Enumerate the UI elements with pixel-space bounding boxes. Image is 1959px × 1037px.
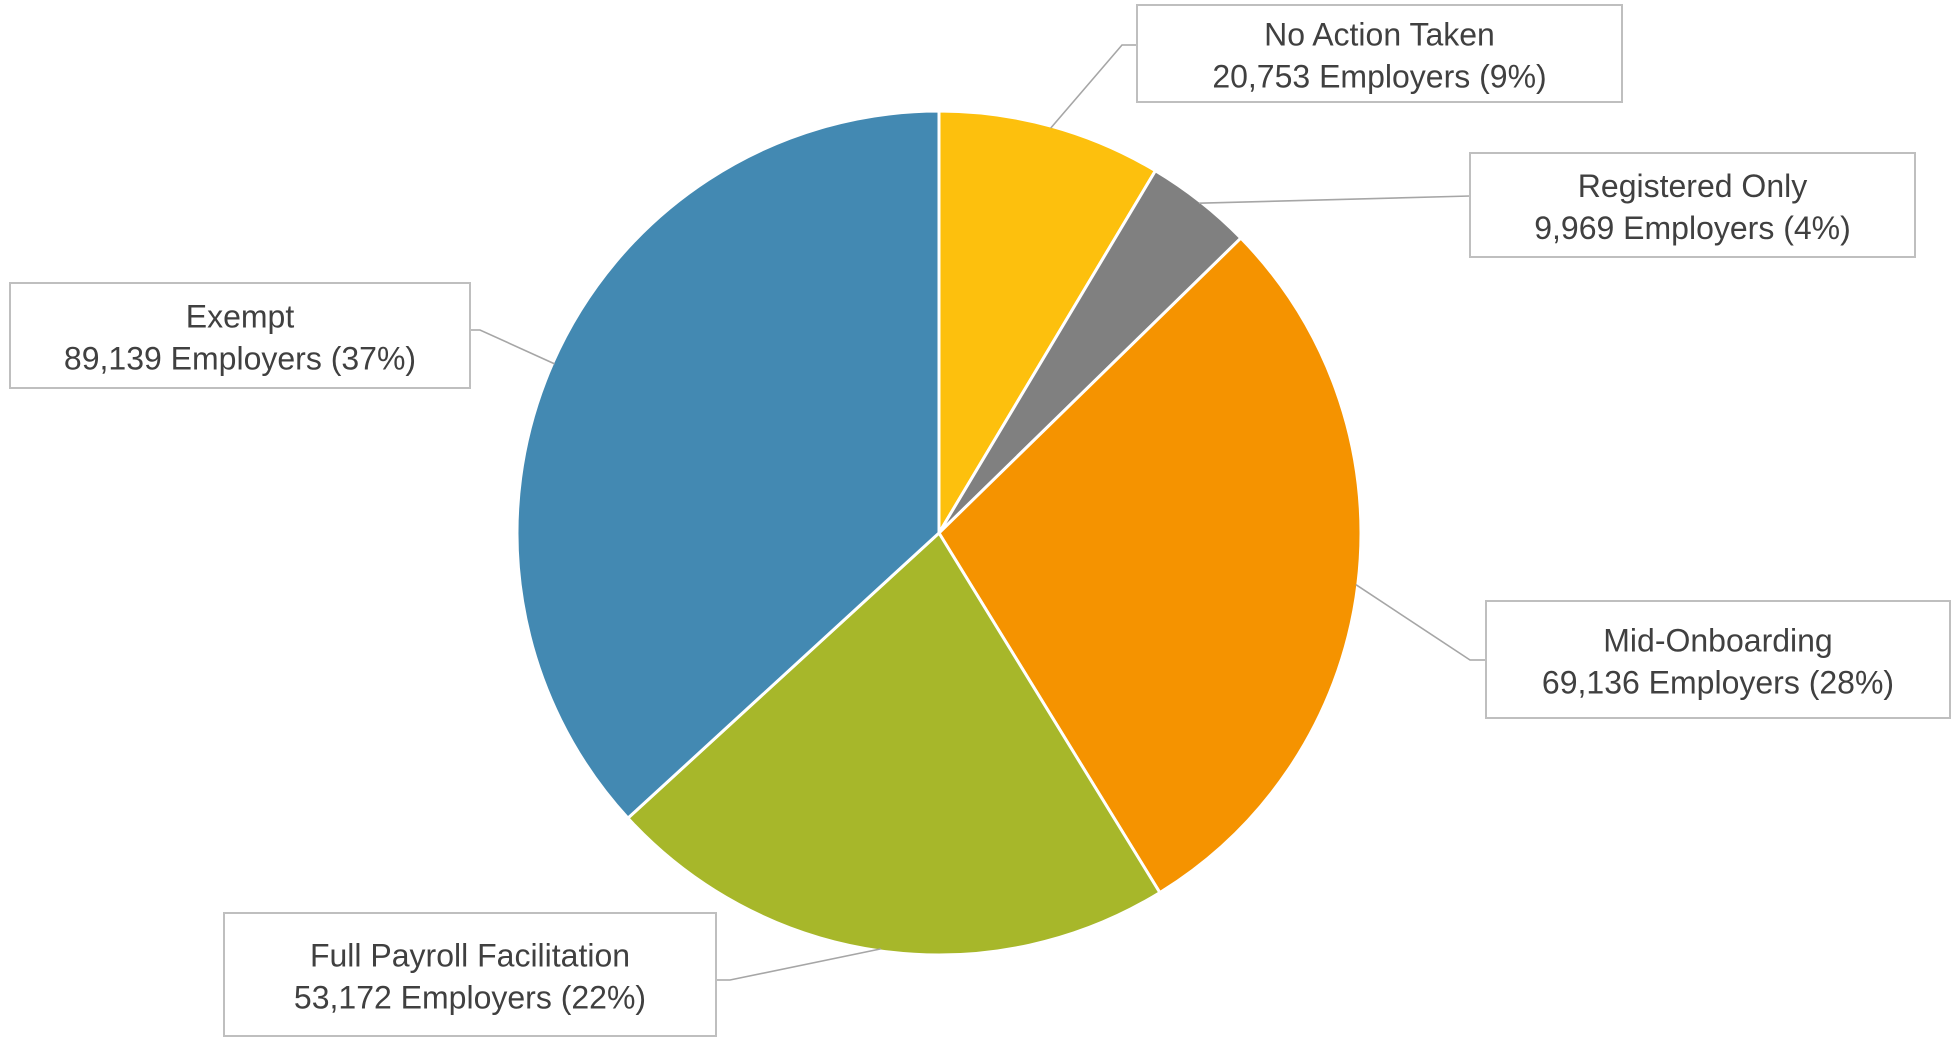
pie-slice-full-payroll-facilitation — [625, 530, 1162, 957]
data-label-full-payroll-facilitation: Full Payroll Facilitation 53,172 Employer… — [223, 912, 717, 1037]
slice-value-label: 20,753 Employers (9%) — [1212, 59, 1546, 95]
slice-name-label: Full Payroll Facilitation — [310, 938, 630, 974]
pie-slice-no-action-taken — [937, 109, 1158, 539]
slice-name-label: Registered Only — [1578, 168, 1807, 204]
slice-name-label: Exempt — [186, 299, 295, 335]
slice-name-label: No Action Taken — [1264, 17, 1495, 53]
data-label-box — [1469, 152, 1916, 258]
data-label-box — [1485, 600, 1951, 719]
leader-line-no-action-taken — [1050, 44, 1137, 129]
pie-slice-mid-onboarding — [937, 235, 1363, 895]
slice-value-label: 69,136 Employers (28%) — [1542, 665, 1894, 701]
slice-name-label: Mid-Onboarding — [1603, 623, 1832, 659]
leader-line-full-payroll-facilitation — [716, 948, 881, 981]
leader-line-registered-only — [1199, 195, 1471, 204]
leader-line-exempt — [470, 329, 555, 365]
data-label-registered-only: Registered Only 9,969 Employers (4%) — [1469, 152, 1916, 258]
data-label-no-action-taken: No Action Taken 20,753 Employers (9%) — [1136, 4, 1623, 103]
data-label-exempt: Exempt 89,139 Employers (37%) — [9, 282, 471, 389]
data-label-box — [223, 912, 717, 1037]
slice-value-label: 89,139 Employers (37%) — [64, 341, 416, 377]
data-label-box — [9, 282, 471, 389]
leader-line-mid-onboarding — [1355, 583, 1486, 661]
data-label-box — [1136, 4, 1623, 103]
slice-value-label: 53,172 Employers (22%) — [294, 980, 646, 1016]
data-label-mid-onboarding: Mid-Onboarding 69,136 Employers (28%) — [1485, 600, 1951, 719]
slice-value-label: 9,969 Employers (4%) — [1534, 210, 1851, 246]
